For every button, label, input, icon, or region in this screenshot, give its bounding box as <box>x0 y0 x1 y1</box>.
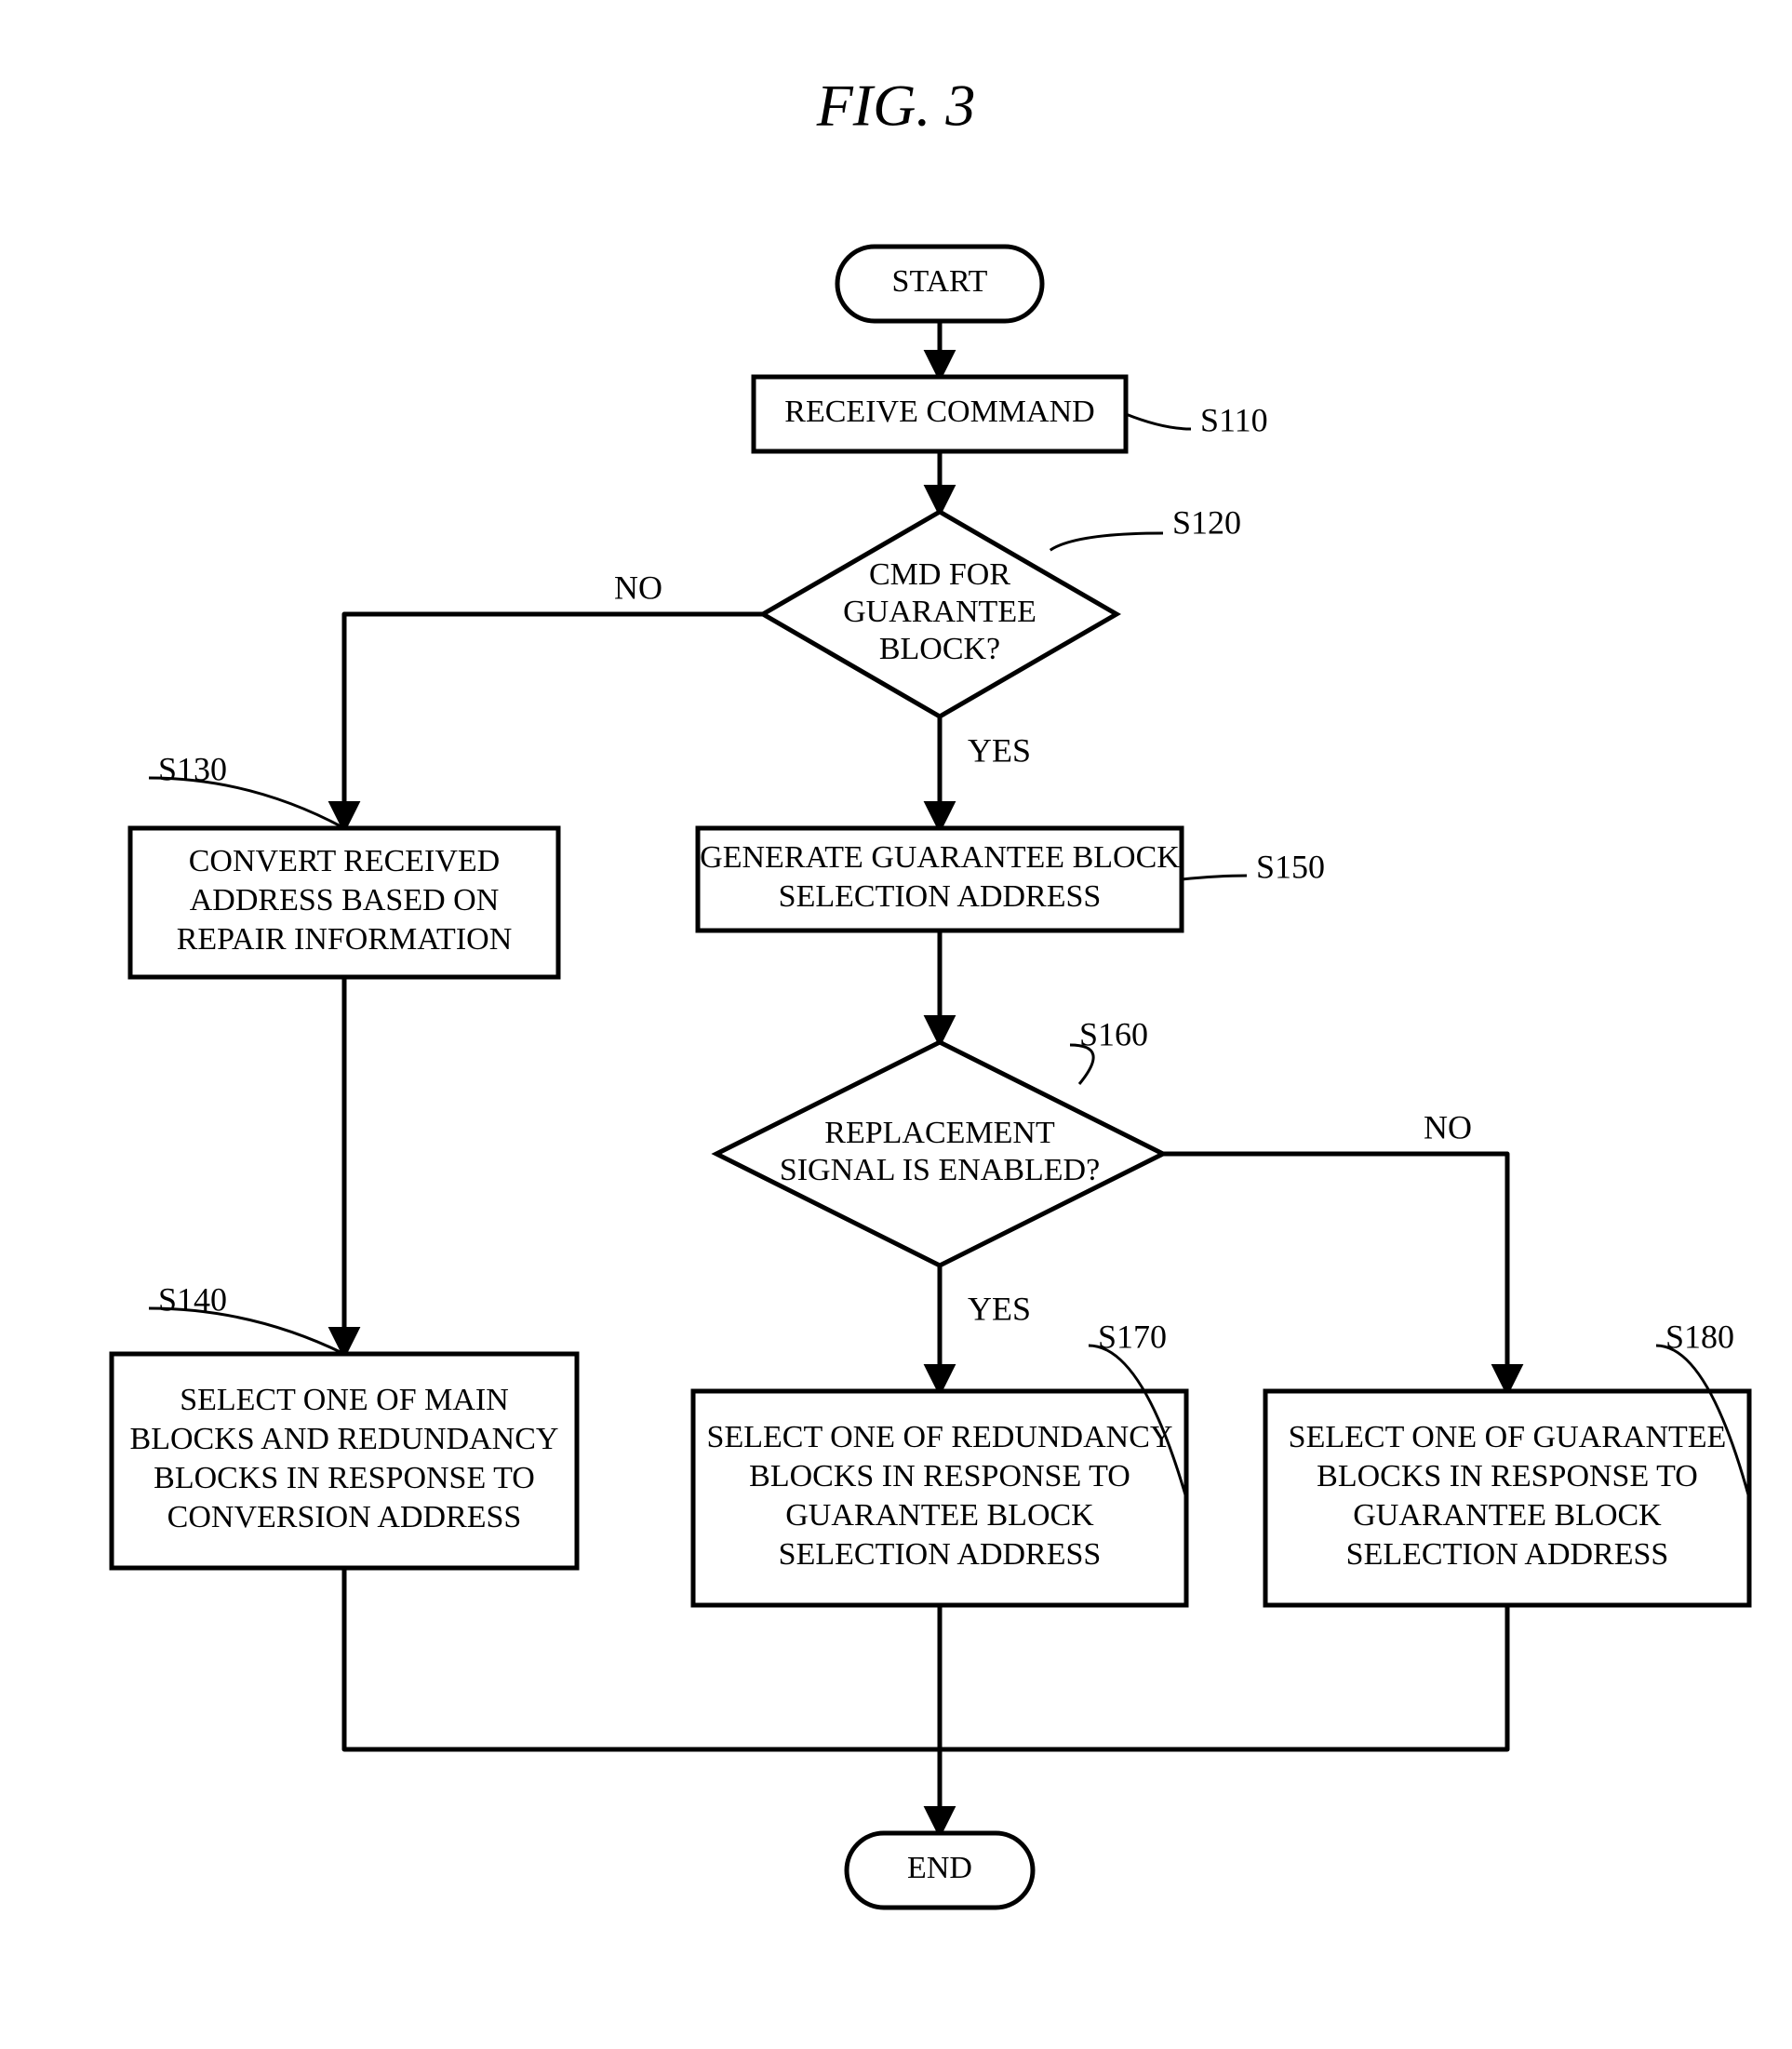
svg-text:GUARANTEE: GUARANTEE <box>843 595 1036 629</box>
svg-text:BLOCK?: BLOCK? <box>879 632 1000 666</box>
edge <box>344 614 763 828</box>
svg-text:SELECTION ADDRESS: SELECTION ADDRESS <box>1346 1537 1669 1572</box>
svg-text:BLOCKS IN RESPONSE TO: BLOCKS IN RESPONSE TO <box>1317 1459 1698 1493</box>
figure-title: FIG. 3 <box>816 73 976 139</box>
start-node: START <box>837 247 1042 321</box>
svg-text:END: END <box>907 1851 972 1885</box>
svg-text:SELECT ONE OF MAIN: SELECT ONE OF MAIN <box>180 1383 509 1417</box>
svg-text:ADDRESS BASED ON: ADDRESS BASED ON <box>190 883 500 917</box>
svg-text:SELECTION ADDRESS: SELECTION ADDRESS <box>779 879 1102 914</box>
svg-text:SELECTION ADDRESS: SELECTION ADDRESS <box>779 1537 1102 1572</box>
svg-text:BLOCKS IN RESPONSE TO: BLOCKS IN RESPONSE TO <box>749 1459 1130 1493</box>
svg-text:GENERATE GUARANTEE BLOCK: GENERATE GUARANTEE BLOCK <box>700 840 1180 875</box>
svg-text:RECEIVE COMMAND: RECEIVE COMMAND <box>784 395 1094 429</box>
end-node: END <box>847 1833 1033 1908</box>
s150-node: GENERATE GUARANTEE BLOCK SELECTION ADDRES… <box>698 828 1182 931</box>
svg-text:REPLACEMENT: REPLACEMENT <box>824 1116 1055 1150</box>
flowchart: FIG. 3STARTRECEIVE COMMANDS110CMD FORGUA… <box>0 0 1792 2049</box>
s110-node-label: S110 <box>1200 401 1268 438</box>
svg-text:BLOCKS IN RESPONSE TO: BLOCKS IN RESPONSE TO <box>154 1461 535 1495</box>
s130-node: CONVERT RECEIVED ADDRESS BASED ON REPAIR I… <box>130 828 558 977</box>
s140-node: SELECT ONE OF MAIN BLOCKS AND REDUNDANCY B… <box>112 1354 577 1568</box>
svg-text:SIGNAL IS ENABLED?: SIGNAL IS ENABLED? <box>780 1153 1100 1187</box>
s120-node-yes: YES <box>968 731 1031 769</box>
svg-text:BLOCKS AND REDUNDANCY: BLOCKS AND REDUNDANCY <box>130 1422 559 1456</box>
s120-node-label: S120 <box>1172 503 1241 541</box>
edge <box>940 1605 1507 1749</box>
s160-node-label: S160 <box>1079 1015 1148 1052</box>
svg-text:SELECT ONE OF GUARANTEE: SELECT ONE OF GUARANTEE <box>1289 1420 1727 1454</box>
s160-node-no: NO <box>1424 1108 1472 1145</box>
svg-text:GUARANTEE BLOCK: GUARANTEE BLOCK <box>785 1498 1094 1533</box>
svg-text:REPAIR INFORMATION: REPAIR INFORMATION <box>177 922 513 957</box>
svg-text:START: START <box>892 264 988 299</box>
s170-node: SELECT ONE OF REDUNDANCY BLOCKS IN RESPON… <box>693 1391 1186 1605</box>
s120-node-no: NO <box>614 569 662 606</box>
s150-node-label: S150 <box>1256 848 1325 885</box>
s160-node: REPLACEMENTSIGNAL IS ENABLED? <box>716 1042 1163 1266</box>
svg-text:CONVERT RECEIVED: CONVERT RECEIVED <box>189 844 501 878</box>
svg-text:CONVERSION ADDRESS: CONVERSION ADDRESS <box>167 1500 522 1534</box>
svg-text:GUARANTEE BLOCK: GUARANTEE BLOCK <box>1353 1498 1662 1533</box>
edge <box>1163 1154 1507 1391</box>
svg-text:CMD FOR: CMD FOR <box>869 557 1010 592</box>
svg-text:SELECT ONE OF REDUNDANCY: SELECT ONE OF REDUNDANCY <box>707 1420 1173 1454</box>
s180-node-label: S180 <box>1665 1318 1734 1355</box>
s180-node: SELECT ONE OF GUARANTEE BLOCKS IN RESPONS… <box>1265 1391 1749 1605</box>
s110-node: RECEIVE COMMAND <box>754 377 1126 451</box>
s160-node-yes: YES <box>968 1290 1031 1327</box>
s130-node-label: S130 <box>158 750 227 787</box>
